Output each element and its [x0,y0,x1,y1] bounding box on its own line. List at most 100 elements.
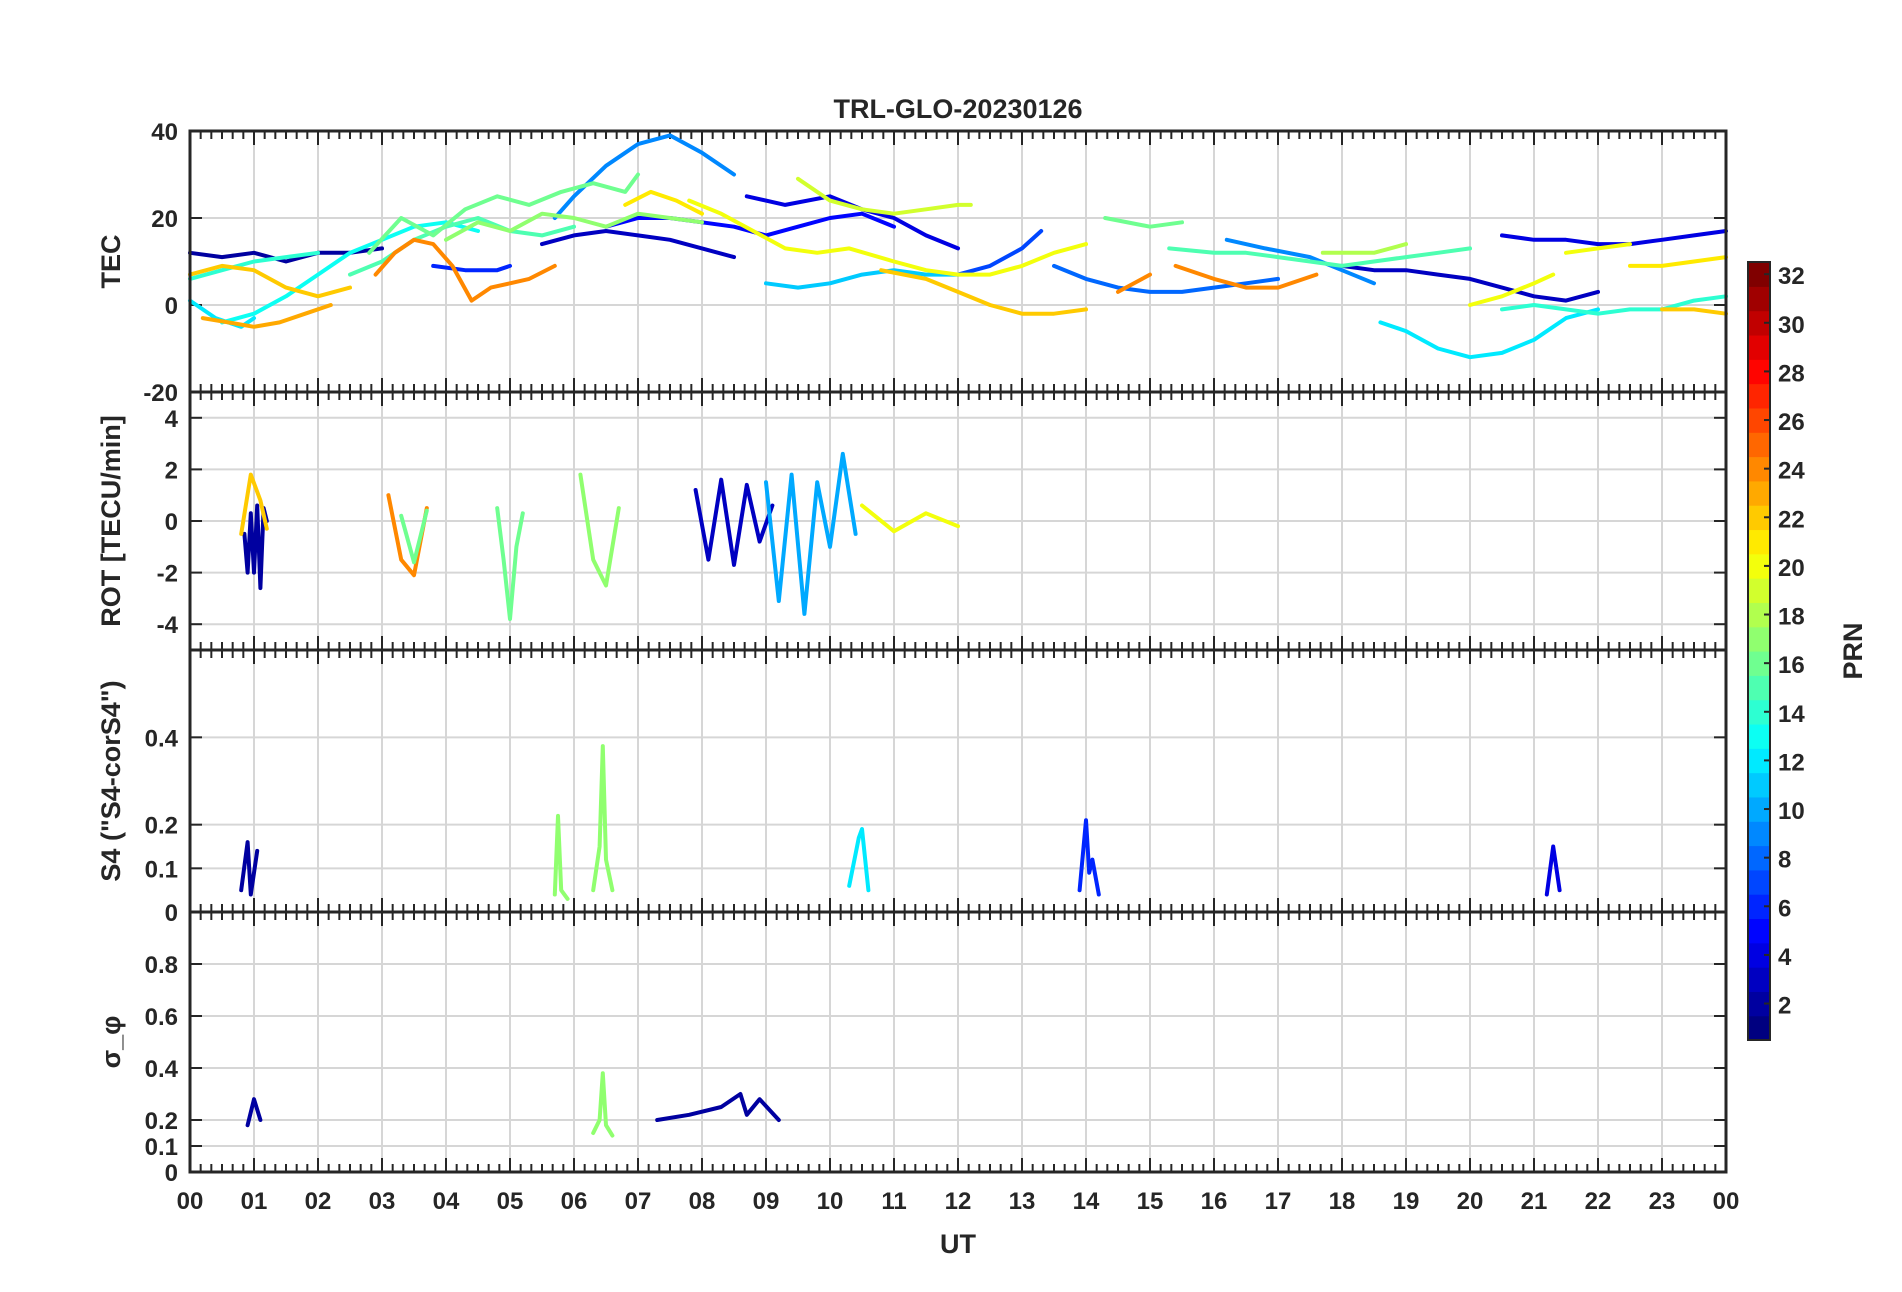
x-tick-label: 23 [1649,1188,1676,1215]
panel-tec: -20 0 20 40 TEC [96,119,1728,407]
series-line-prn-20 [1564,242,1632,255]
series-line-prn-24 [373,237,557,303]
series-line-prn-20 [860,503,960,534]
colorbar-swatch [1748,432,1770,458]
series-line-prn-3 [540,229,736,260]
y-tick-label: 0.8 [145,952,178,979]
series-line-prn-22 [239,472,269,536]
colorbar-tick-label: 16 [1778,652,1805,679]
series-line-prn-14 [1500,294,1728,316]
series-line-prn-21 [1628,255,1728,268]
series-line-prn-22 [1660,307,1728,316]
colorbar-tick-label: 2 [1778,993,1791,1020]
colorbar-swatch [1748,772,1770,798]
series-line-prn-12 [1378,307,1600,360]
series-line-prn-21 [623,189,704,216]
colorbar-swatch [1748,1015,1770,1041]
series-line-prn-16 [495,506,525,621]
x-tick-label: 16 [1201,1188,1228,1215]
colorbar-swatch [1748,821,1770,847]
colorbar-swatch [1748,918,1770,944]
y-tick-label: 4 [165,406,179,433]
series-line-prn-19 [796,176,973,216]
colorbar-label: PRN [1838,622,1868,679]
colorbar-swatch [1748,262,1770,287]
series-line-prn-15 [348,216,576,277]
x-tick-label: 01 [241,1188,268,1215]
colorbar-swatch [1748,602,1770,628]
series-line-prn-6 [1077,818,1101,897]
chart-title: TRL-GLO-20230126 [833,94,1082,124]
y-tick-label: 0 [165,900,178,927]
colorbar-frame [1747,261,1771,1041]
y-tick-label: 0.2 [145,1108,178,1135]
colorbar-swatch [1748,456,1770,482]
y-tick-label: 20 [151,206,178,233]
series-line-prn-17 [444,211,704,242]
y-tick-label: 0.2 [145,813,178,840]
x-tick-label: 00 [177,1188,204,1215]
colorbar-tick-label: 18 [1778,604,1805,631]
colorbar-swatch [1748,991,1770,1017]
series-line-prn-24 [1116,272,1152,294]
colorbar-swatch [1748,529,1770,555]
colorbar-swatch [1748,626,1770,652]
y-tick-label: 0.4 [145,1056,179,1083]
series-line-prn-22 [879,268,1088,316]
colorbar-swatch [1748,748,1770,774]
x-tick-label: 14 [1073,1188,1100,1215]
series-line-prn-3 [1340,263,1600,303]
colorbar-tick-label: 20 [1778,555,1805,582]
y-tick-label: 2 [165,457,178,484]
series-line-prn-2 [655,1092,781,1122]
series-line-prn-17 [578,472,621,588]
colorbar-tick-label: 4 [1778,944,1792,971]
colorbar-swatch [1748,723,1770,749]
y-tick-label: 0 [165,1160,178,1187]
x-tick-label: 10 [817,1188,844,1215]
y-tick-label: 0.1 [145,856,178,883]
colorbar-swatch [1748,383,1770,409]
y-axis-label: ROT [TECU/min] [96,415,126,626]
series-line-prn-2 [242,503,269,591]
colorbar-swatch [1748,334,1770,360]
series-line-prn-2 [245,1097,263,1128]
colorbar-tick-label: 10 [1778,798,1805,825]
series-line-prn-17 [591,1071,615,1138]
series-line-prn-16 [1103,216,1184,229]
series-line-prn-12 [847,827,871,893]
x-tick-label: 13 [1009,1188,1036,1215]
series-line-prn-8 [1052,263,1280,294]
series-line-prn-9 [552,133,736,220]
colorbar-swatch [1748,480,1770,506]
y-axis-label: S4 ("S4-corS4") [96,680,126,881]
series-line-prn-24 [1173,263,1319,290]
series-line-prn-4 [1544,844,1562,897]
y-tick-label: 0.4 [145,725,179,752]
y-axis-label: TEC [96,235,126,289]
colorbar-swatch [1748,942,1770,968]
colorbar-swatch [1748,359,1770,385]
series-line-prn-17 [591,744,615,893]
y-tick-label: 0 [165,293,178,320]
x-tick-label: 04 [433,1188,460,1215]
y-tick-label: 40 [151,119,178,146]
series-line-prn-9 [1224,237,1376,286]
colorbar-tick-label: 28 [1778,360,1805,387]
y-tick-label: 0.6 [145,1004,178,1031]
series-line-prn-23 [200,303,333,329]
colorbar-swatch [1748,796,1770,822]
colorbar-tick-label: 30 [1778,312,1805,339]
colorbar-tick-label: 32 [1778,263,1805,290]
x-tick-label: 05 [497,1188,524,1215]
y-axis-label: σ_φ [96,1016,126,1069]
series-line-prn-11 [764,268,960,290]
colorbar-tick-label: 14 [1778,701,1805,728]
x-tick-label: 12 [945,1188,972,1215]
series-line-prn-17 [552,813,570,901]
colorbar-swatch [1748,869,1770,895]
x-tick-label: 20 [1457,1188,1484,1215]
x-tick-label: 06 [561,1188,588,1215]
colorbar-swatch [1748,310,1770,336]
